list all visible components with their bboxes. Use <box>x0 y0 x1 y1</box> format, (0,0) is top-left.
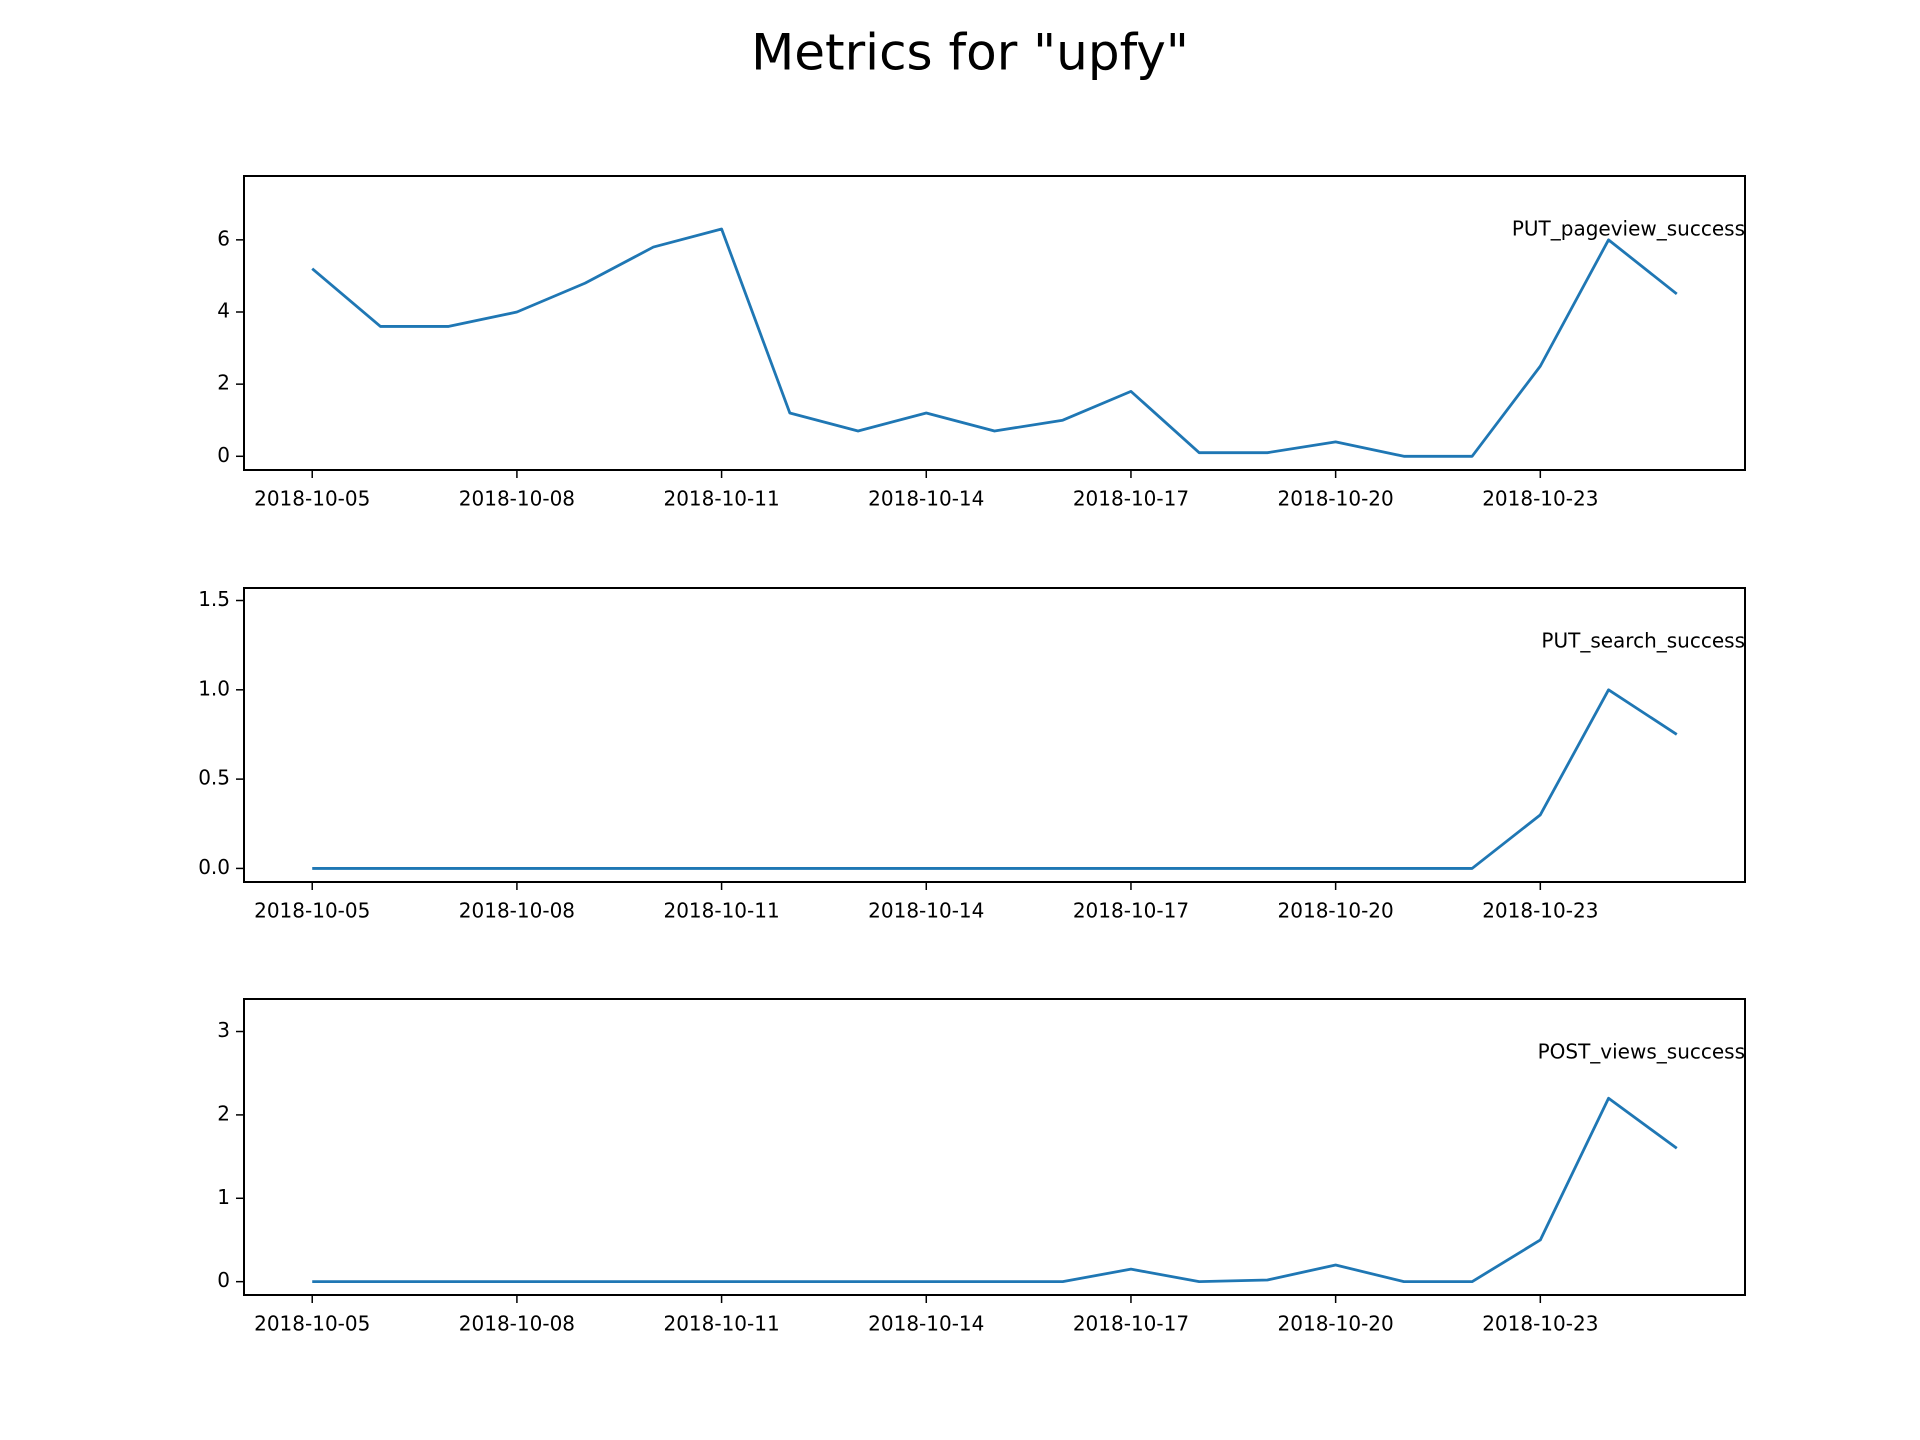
series-line <box>312 1096 1678 1284</box>
series-line <box>312 688 1678 870</box>
y-tick-label: 2 <box>217 371 230 395</box>
y-tick-label: 6 <box>217 226 230 250</box>
x-tick-label: 2018-10-23 <box>1482 1312 1598 1336</box>
series-label: PUT_search_success <box>1541 629 1745 653</box>
plot-frame <box>243 998 1746 1296</box>
x-tick-label: 2018-10-05 <box>254 487 370 511</box>
y-tick-label: 1 <box>217 1185 230 1209</box>
figure-title: Metrics for "upfy" <box>751 24 1189 82</box>
x-tick-label: 2018-10-11 <box>663 487 779 511</box>
series-label: POST_views_success <box>1538 1040 1745 1064</box>
plot-frame <box>243 587 1746 883</box>
x-tick-label: 2018-10-20 <box>1278 1312 1394 1336</box>
y-tick-label: 4 <box>217 298 230 322</box>
plot-frame <box>243 175 1746 471</box>
x-tick-label: 2018-10-14 <box>868 899 984 923</box>
x-tick-label: 2018-10-08 <box>459 487 575 511</box>
x-tick-label: 2018-10-14 <box>868 1312 984 1336</box>
x-tick-label: 2018-10-17 <box>1073 1312 1189 1336</box>
x-tick-label: 2018-10-08 <box>459 1312 575 1336</box>
x-tick-label: 2018-10-17 <box>1073 899 1189 923</box>
x-tick-label: 2018-10-14 <box>868 487 984 511</box>
y-tick-label: 0.5 <box>198 766 230 790</box>
y-tick-label: 1.0 <box>198 676 230 700</box>
y-tick-label: 3 <box>217 1018 230 1042</box>
y-tick-label: 0.0 <box>198 855 230 879</box>
y-tick-label: 0 <box>217 1268 230 1292</box>
x-tick-label: 2018-10-11 <box>663 899 779 923</box>
series-label: PUT_pageview_success <box>1512 217 1745 241</box>
x-tick-label: 2018-10-23 <box>1482 899 1598 923</box>
x-tick-label: 2018-10-23 <box>1482 487 1598 511</box>
y-tick-label: 1.5 <box>198 587 230 611</box>
x-tick-label: 2018-10-20 <box>1278 487 1394 511</box>
x-tick-label: 2018-10-08 <box>459 899 575 923</box>
x-tick-label: 2018-10-20 <box>1278 899 1394 923</box>
y-tick-label: 0 <box>217 443 230 467</box>
series-line <box>311 227 1678 458</box>
y-tick-label: 2 <box>217 1101 230 1125</box>
x-tick-label: 2018-10-11 <box>663 1312 779 1336</box>
x-tick-label: 2018-10-05 <box>254 899 370 923</box>
x-tick-label: 2018-10-05 <box>254 1312 370 1336</box>
x-tick-label: 2018-10-17 <box>1073 487 1189 511</box>
